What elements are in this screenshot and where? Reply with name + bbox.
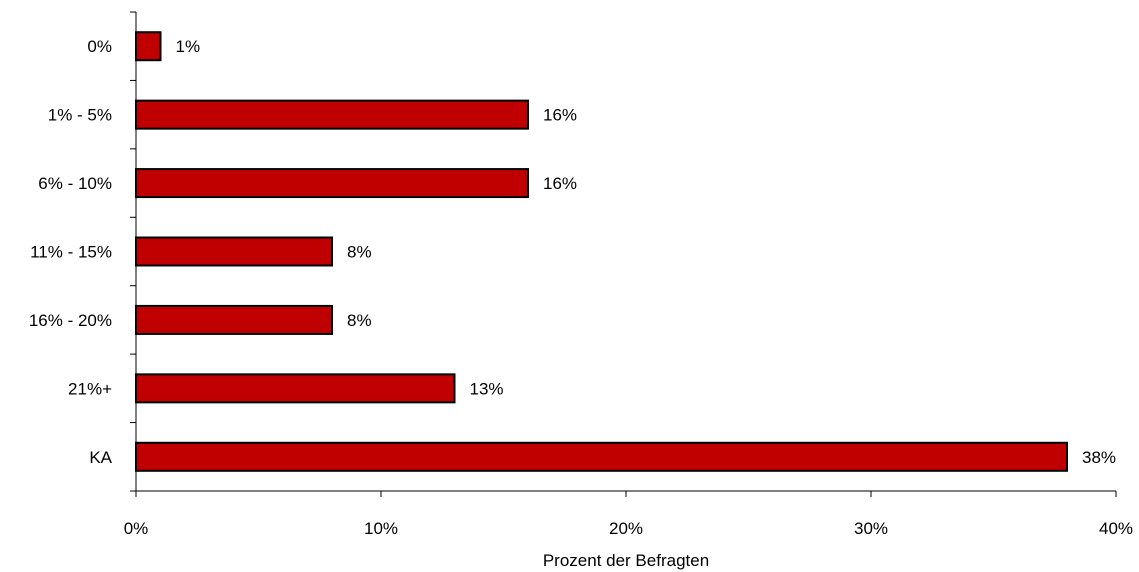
data-label: 13% <box>470 379 504 398</box>
x-tick-label: 10% <box>364 519 398 538</box>
bar <box>135 31 162 62</box>
y-tick-label: 16% - 20% <box>29 311 112 330</box>
bar <box>135 236 333 267</box>
data-label: 16% <box>543 174 577 193</box>
bars-layer <box>135 31 1068 472</box>
x-axis-title: Prozent der Befragten <box>543 551 709 570</box>
bar <box>135 99 529 130</box>
data-label: 8% <box>347 243 372 262</box>
x-tick-label: 40% <box>1099 519 1133 538</box>
y-tick-label: 11% - 15% <box>30 243 112 262</box>
bar <box>135 168 529 199</box>
ticks-layer <box>130 11 1117 497</box>
labels-layer: 0% 1% 1% - 5% 16% 6% - 10% 16% 11% - 15% 8% 16% … <box>29 37 1133 538</box>
data-label: 38% <box>1082 448 1116 467</box>
bar <box>135 441 1068 472</box>
data-label: 8% <box>347 311 372 330</box>
y-tick-label: 6% - 10% <box>38 174 112 193</box>
data-label: 16% <box>543 106 577 125</box>
y-tick-label: 0% <box>87 37 112 56</box>
bar <box>135 373 456 404</box>
y-tick-label: 21%+ <box>68 379 112 398</box>
y-tick-label: 1% - 5% <box>48 106 112 125</box>
x-tick-label: 0% <box>124 519 149 538</box>
x-tick-label: 20% <box>609 519 643 538</box>
y-tick-label: KA <box>89 448 112 467</box>
data-label: 1% <box>176 37 201 56</box>
bar <box>135 304 333 335</box>
x-tick-label: 30% <box>854 519 888 538</box>
